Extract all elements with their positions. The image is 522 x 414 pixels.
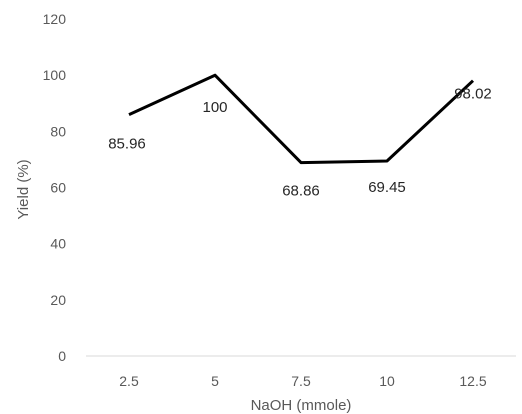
data-label: 100: [202, 99, 227, 116]
x-tick-label: 12.5: [459, 373, 486, 389]
data-label: 85.96: [108, 136, 146, 153]
y-tick-label: 100: [43, 67, 67, 83]
data-label: 98.02: [454, 86, 492, 103]
x-tick-label: 5: [211, 373, 219, 389]
x-tick-label: 7.5: [291, 373, 311, 389]
x-axis-ticks: 2.5 5 7.5 10 12.5: [119, 373, 487, 389]
data-label: 68.86: [282, 183, 320, 200]
y-tick-label: 20: [50, 292, 66, 308]
data-labels: 85.96 100 68.86 69.45 98.02: [108, 86, 492, 200]
y-tick-label: 80: [50, 123, 66, 139]
y-tick-label: 120: [43, 11, 67, 27]
y-tick-label: 60: [50, 180, 66, 196]
data-label: 69.45: [368, 179, 406, 196]
y-axis-ticks: 0 20 40 60 80 100 120: [43, 11, 67, 364]
x-axis-title: NaOH (mmole): [251, 397, 352, 414]
y-axis-title: Yield (%): [15, 159, 32, 219]
series-line: [128, 73, 475, 165]
y-tick-label: 40: [50, 236, 66, 252]
x-tick-label: 2.5: [119, 373, 139, 389]
y-tick-label: 0: [58, 348, 66, 364]
x-tick-label: 10: [379, 373, 395, 389]
